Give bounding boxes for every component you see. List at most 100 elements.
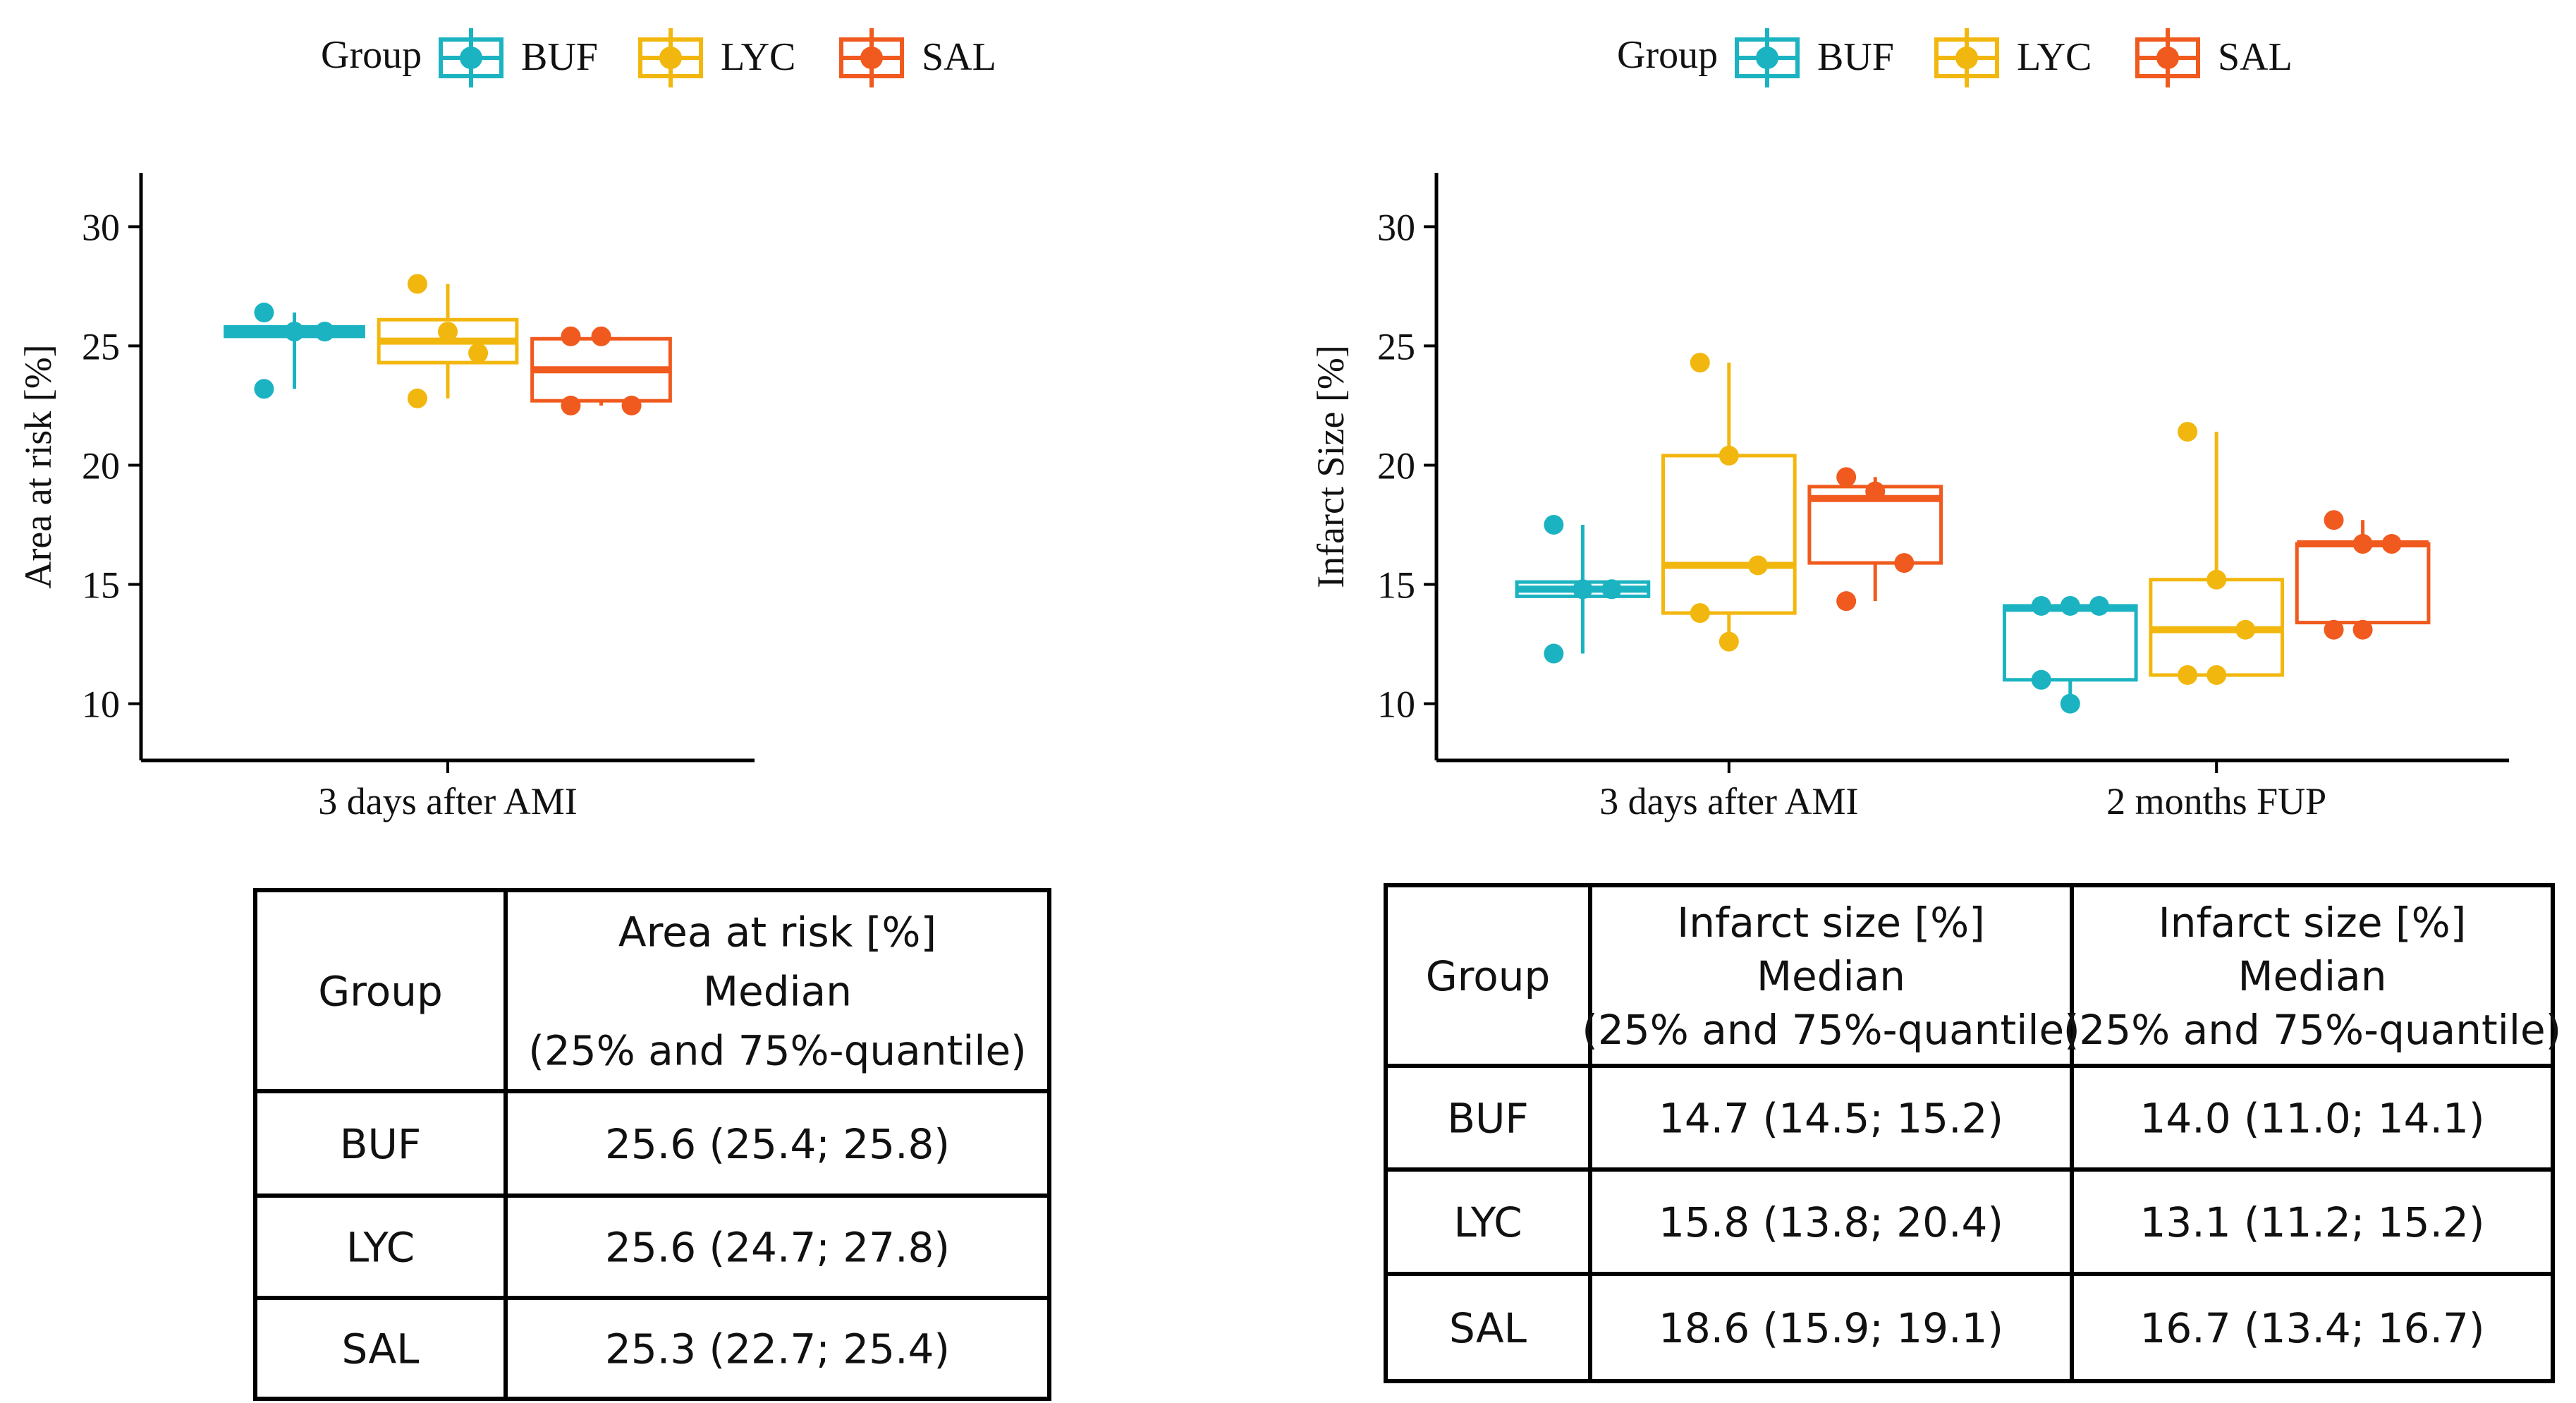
data-point bbox=[2324, 510, 2344, 530]
data-point bbox=[1690, 353, 1710, 373]
left-legend-label-buf: BUF bbox=[521, 35, 598, 79]
data-point bbox=[2352, 619, 2373, 640]
table-value-cell: 25.6 (24.7; 27.8) bbox=[605, 1223, 950, 1271]
box-lyc-2 bbox=[2149, 422, 2285, 685]
box-plot-area-at-risk: 10 15 20 25 30 Area at risk [%] 3 days after A… bbox=[17, 173, 755, 822]
right-legend-label-lyc: LYC bbox=[2017, 35, 2092, 79]
data-point bbox=[254, 303, 274, 323]
data-point bbox=[2381, 534, 2402, 554]
right-legend-key-lyc bbox=[1934, 28, 1999, 87]
box-sal-2 bbox=[2295, 510, 2431, 640]
table-group-cell: LYC bbox=[1453, 1198, 1522, 1246]
data-point bbox=[2060, 595, 2080, 616]
table-area-at-risk: Group Area at risk [%] Median (25% and 75%-… bbox=[253, 888, 1051, 1401]
table-value-cell: 16.7 (13.4; 16.7) bbox=[2139, 1304, 2484, 1352]
x-tick-label: 2 months FUP bbox=[2106, 780, 2326, 822]
table-value-cell: 25.6 (25.4; 25.8) bbox=[605, 1120, 950, 1168]
data-point bbox=[591, 326, 611, 346]
left-legend-key-sal bbox=[839, 28, 904, 87]
table-border bbox=[1384, 883, 2555, 1383]
box-lyc-1 bbox=[1661, 353, 1797, 652]
y-tick-label: 20 bbox=[82, 444, 120, 487]
y-tick-label: 15 bbox=[1377, 564, 1415, 607]
data-point bbox=[1719, 631, 1739, 652]
table-infarct-size: Group Infarct size [%] Median (25% and 75%-… bbox=[1384, 883, 2562, 1383]
data-point bbox=[2352, 534, 2373, 554]
data-point bbox=[1747, 555, 1768, 576]
data-point bbox=[1601, 579, 1622, 600]
legend-left: Group BUF LYC SAL bbox=[321, 28, 996, 87]
data-point bbox=[1865, 481, 1886, 502]
y-tick-label: 15 bbox=[82, 564, 120, 607]
data-point bbox=[2206, 664, 2227, 685]
y-tick-label: 10 bbox=[1377, 684, 1415, 726]
table-border bbox=[253, 888, 1051, 1401]
table-value-cell: 14.7 (14.5; 15.2) bbox=[1659, 1094, 2003, 1142]
box-plot-infarct-size: 10 15 20 25 30 Infarct Size [%] 3 days after A… bbox=[1310, 173, 2509, 822]
data-point bbox=[561, 395, 581, 415]
table-group-cell: BUF bbox=[1447, 1094, 1529, 1142]
x-tick-label: 3 days after AMI bbox=[1599, 780, 1858, 822]
right-legend-label-sal: SAL bbox=[2218, 35, 2293, 79]
x-tick-label: 3 days after AMI bbox=[318, 780, 577, 822]
legend-right: Group BUF LYC SAL bbox=[1617, 28, 2293, 87]
box-iqr bbox=[2295, 542, 2431, 625]
table-header-cell: Group bbox=[318, 967, 443, 1015]
left-legend-label-sal: SAL bbox=[922, 35, 996, 79]
box-buf-2 bbox=[2002, 595, 2138, 714]
table-value-cell: 18.6 (15.9; 19.1) bbox=[1659, 1304, 2003, 1352]
left-legend-title: Group bbox=[321, 33, 422, 77]
data-point bbox=[1690, 603, 1710, 624]
data-point bbox=[2031, 669, 2051, 690]
table-header-cell: Infarct size [%] Median (25% and 75%-quant… bbox=[1582, 899, 2080, 1054]
data-point bbox=[468, 343, 489, 363]
right-legend-key-buf bbox=[1735, 28, 1800, 87]
left-legend-key-buf bbox=[439, 28, 503, 87]
data-point bbox=[1544, 643, 1564, 664]
table-value-cell: 25.3 (22.7; 25.4) bbox=[605, 1325, 950, 1373]
data-point bbox=[284, 322, 305, 342]
table-value-cell: 15.8 (13.8; 20.4) bbox=[1659, 1198, 2003, 1246]
data-point bbox=[1544, 514, 1564, 535]
table-header-cell: Infarct size [%] Median (25% and 75%-quant… bbox=[2063, 899, 2562, 1054]
box-iqr bbox=[1661, 454, 1797, 615]
data-point bbox=[438, 322, 458, 342]
y-axis-label: Area at risk [%] bbox=[17, 344, 59, 588]
data-point bbox=[315, 322, 335, 342]
table-group-cell: LYC bbox=[346, 1223, 415, 1271]
y-tick-label: 30 bbox=[82, 206, 120, 248]
box-buf-1 bbox=[224, 303, 365, 399]
data-point bbox=[2060, 693, 2080, 714]
data-point bbox=[1573, 579, 1593, 600]
data-point bbox=[2178, 422, 2198, 442]
table-header-cell: Group bbox=[1426, 952, 1551, 1000]
y-tick-label: 25 bbox=[1377, 325, 1415, 368]
data-point bbox=[2324, 619, 2344, 640]
data-point bbox=[561, 326, 581, 346]
left-legend-label-lyc: LYC bbox=[721, 35, 795, 79]
left-legend-key-lyc bbox=[638, 28, 703, 87]
y-tick-label: 25 bbox=[82, 325, 120, 368]
table-header-cell: Area at risk [%] Median (25% and 75%-quant… bbox=[528, 908, 1027, 1074]
data-point bbox=[2206, 569, 2227, 590]
data-point bbox=[407, 274, 427, 294]
data-point bbox=[2089, 595, 2109, 616]
box-iqr bbox=[2002, 604, 2138, 682]
data-point bbox=[407, 388, 427, 408]
table-group-cell: BUF bbox=[340, 1120, 422, 1168]
box-lyc-1 bbox=[377, 274, 519, 408]
table-value-cell: 14.0 (11.0; 14.1) bbox=[2139, 1094, 2484, 1142]
table-group-cell: SAL bbox=[1449, 1304, 1527, 1352]
data-point bbox=[1836, 591, 1857, 612]
y-tick-label: 10 bbox=[82, 684, 120, 726]
data-point bbox=[2031, 595, 2051, 616]
data-point bbox=[1894, 553, 1915, 573]
right-legend-label-buf: BUF bbox=[1817, 35, 1894, 79]
data-point bbox=[1719, 445, 1739, 466]
box-sal-1 bbox=[530, 326, 672, 415]
data-point bbox=[2235, 619, 2256, 640]
data-point bbox=[2178, 664, 2198, 685]
table-value-cell: 13.1 (11.2; 15.2) bbox=[2139, 1198, 2484, 1246]
table-group-cell: SAL bbox=[342, 1325, 420, 1373]
data-point bbox=[1836, 467, 1857, 487]
